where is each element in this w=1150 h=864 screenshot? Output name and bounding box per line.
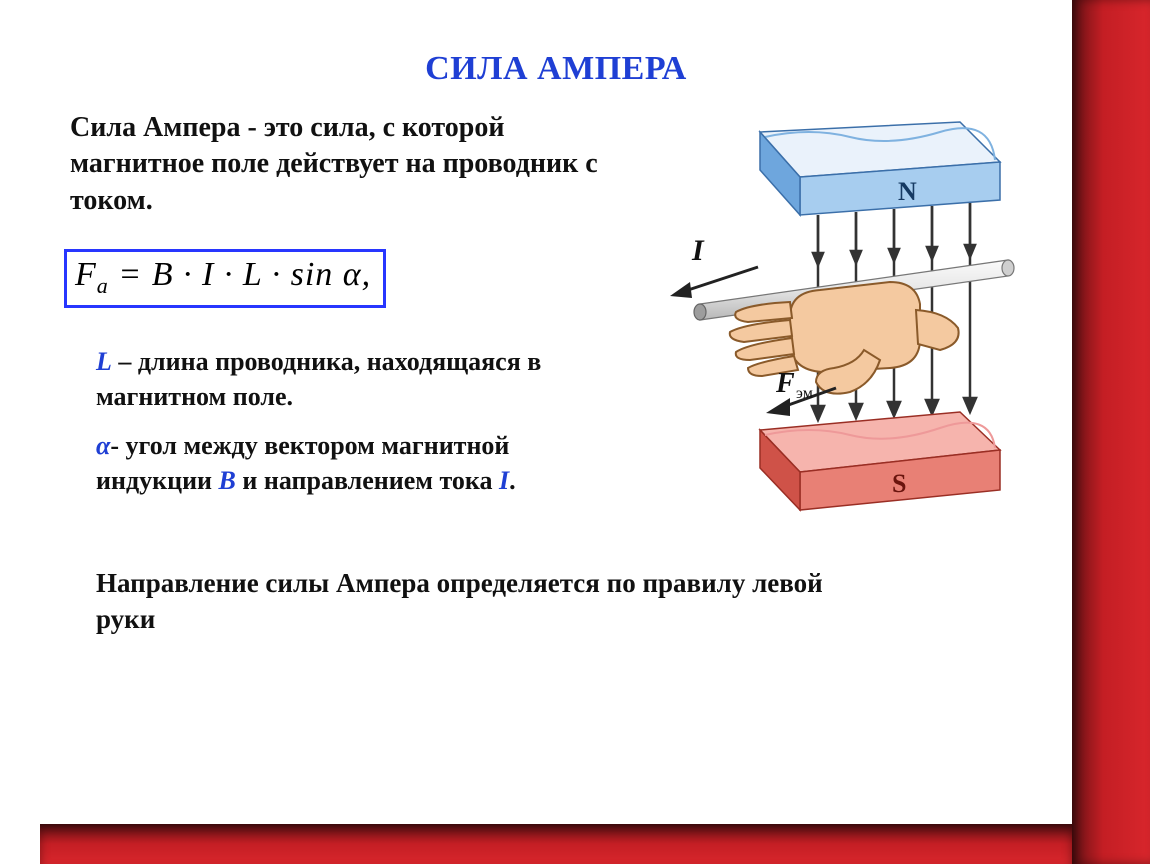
legend-L-symbol: L (96, 347, 112, 376)
legend-alpha-B: B (219, 466, 236, 495)
current-arrow: I (670, 234, 758, 298)
frame-right (1072, 0, 1150, 864)
slide-title: СИЛА АМПЕРА (70, 50, 1042, 88)
label-S: S (892, 469, 906, 498)
frame-bottom (40, 824, 1072, 864)
content-row: Сила Ампера - это сила, c которой магнит… (70, 110, 1042, 517)
legend: L – длина проводника, находящаяся в магн… (96, 344, 630, 498)
legend-alpha-I: I (499, 466, 509, 495)
legend-L: L – длина проводника, находящаяся в магн… (96, 344, 630, 414)
formula-rhs: = B · I · L · sin α, (109, 256, 371, 293)
formula-lhs-sub: a (97, 273, 109, 298)
label-F: F (775, 368, 795, 399)
legend-L-text: – длина проводника, находящаяся в магнит… (96, 347, 541, 411)
legend-alpha-post: . (509, 466, 516, 495)
label-N: N (898, 177, 917, 206)
slide: СИЛА АМПЕРА Сила Ампера - это сила, c ко… (40, 0, 1072, 824)
formula: Fa = B · I · L · sin α, (64, 249, 386, 308)
left-hand-rule-diagram: N (640, 92, 1020, 512)
definition-text: Сила Ампера - это сила, c которой магнит… (70, 110, 630, 219)
diagram-column: N (640, 92, 1020, 517)
rule-text: Направление силы Ампера определяется по … (96, 565, 856, 638)
text-column: Сила Ампера - это сила, c которой магнит… (70, 110, 630, 512)
north-pole: N (760, 122, 1000, 215)
label-I: I (691, 234, 705, 267)
legend-alpha-symbol: α (96, 431, 110, 460)
label-F-sub: эм (796, 385, 813, 402)
legend-alpha: α- угол между вектором магнитной индукци… (96, 428, 630, 498)
formula-lhs: F (75, 256, 97, 293)
legend-alpha-mid: и направлением тока (236, 466, 499, 495)
south-pole: S (760, 412, 1000, 510)
